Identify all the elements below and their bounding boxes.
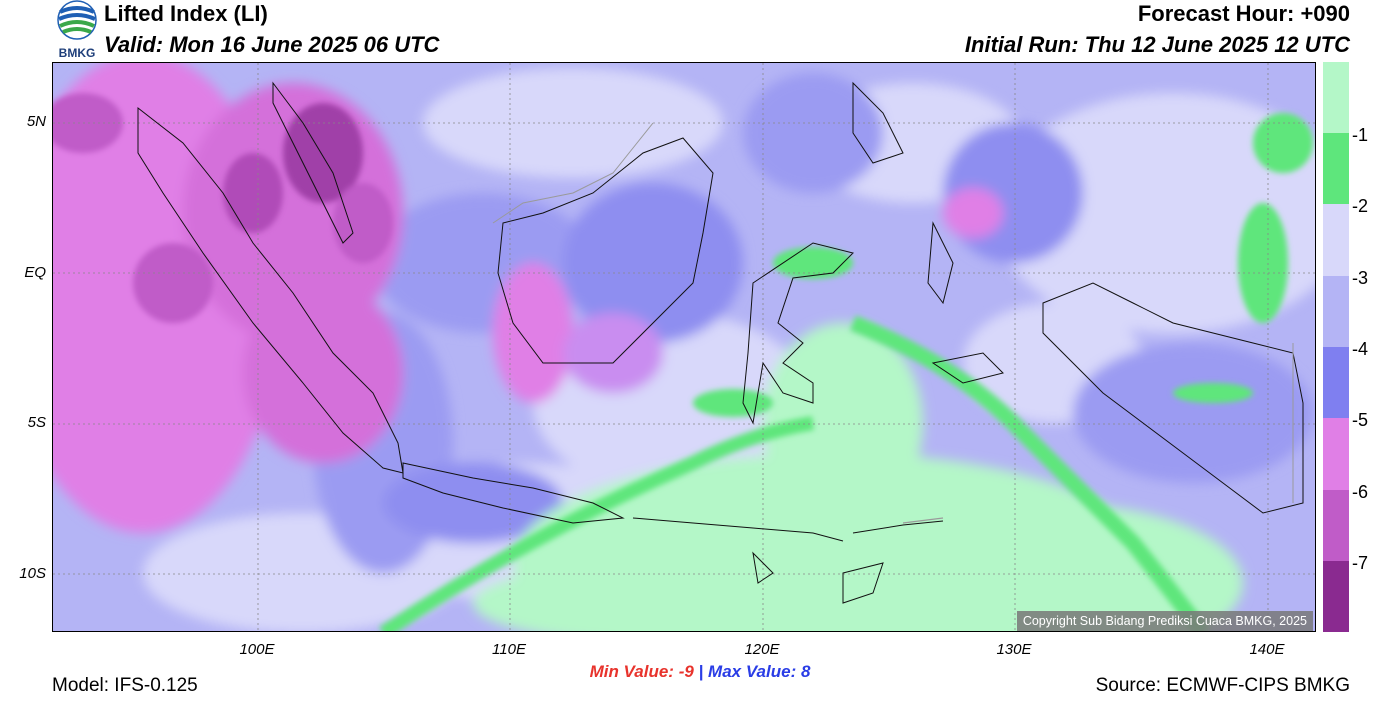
colorbar-label: -3	[1352, 268, 1369, 288]
lifted-index-map: Copyright Sub Bidang Prediksi Cuaca BMKG…	[52, 62, 1316, 632]
lat-label-5s: 5S	[27, 414, 46, 431]
colorbar-label: -4	[1352, 339, 1369, 359]
copyright-note: Copyright Sub Bidang Prediksi Cuaca BMKG…	[1016, 611, 1313, 631]
min-value: -9	[678, 662, 694, 681]
lon-label-120e: 120E	[744, 641, 780, 658]
lat-label-5n: 5N	[26, 113, 46, 130]
lon-label-130e: 130E	[996, 641, 1032, 658]
lon-label-100e: 100E	[239, 641, 275, 658]
colorbar-swatch	[1323, 418, 1349, 490]
colorbar-swatch	[1323, 561, 1349, 632]
colorbar-label: -6	[1352, 482, 1369, 502]
colorbar-swatch	[1323, 347, 1349, 418]
logo-text: BMKG	[59, 46, 96, 60]
lon-label-110e: 110E	[492, 641, 526, 658]
valid-time: Valid: Mon 16 June 2025 06 UTC	[104, 32, 440, 57]
model-info: Model: IFS-0.125	[52, 675, 198, 696]
colorbar-label: -7	[1352, 553, 1369, 573]
colorbar-label: -1	[1352, 125, 1369, 145]
map-canvas	[53, 63, 1315, 631]
page-title: Lifted Index (LI)	[104, 1, 268, 26]
colorbar-swatch	[1323, 204, 1349, 276]
initial-run: Initial Run: Thu 12 June 2025 12 UTC	[964, 32, 1350, 57]
lat-label-10s: 10S	[19, 565, 46, 582]
forecast-hour: Forecast Hour: +090	[1137, 1, 1350, 26]
colorbar-swatch	[1323, 133, 1349, 204]
min-max-values: Min Value: -9 | Max Value: 8	[0, 662, 1400, 682]
bmkg-logo: BMKG	[57, 0, 97, 60]
lon-label-140e: 140E	[1249, 641, 1285, 658]
max-value: 8	[800, 662, 811, 681]
colorbar-label: -2	[1352, 196, 1369, 216]
min-value-label: Min Value:	[589, 662, 674, 681]
min-max-separator: |	[698, 662, 704, 681]
max-value-label: Max Value:	[708, 662, 797, 681]
colorbar	[1323, 62, 1349, 632]
lat-label-eq: EQ	[24, 264, 46, 281]
colorbar-swatch	[1323, 62, 1349, 133]
colorbar-label: -5	[1352, 410, 1369, 430]
source-info: Source: ECMWF-CIPS BMKG	[1095, 675, 1350, 696]
colorbar-swatch	[1323, 276, 1349, 347]
colorbar-swatch	[1323, 490, 1349, 561]
